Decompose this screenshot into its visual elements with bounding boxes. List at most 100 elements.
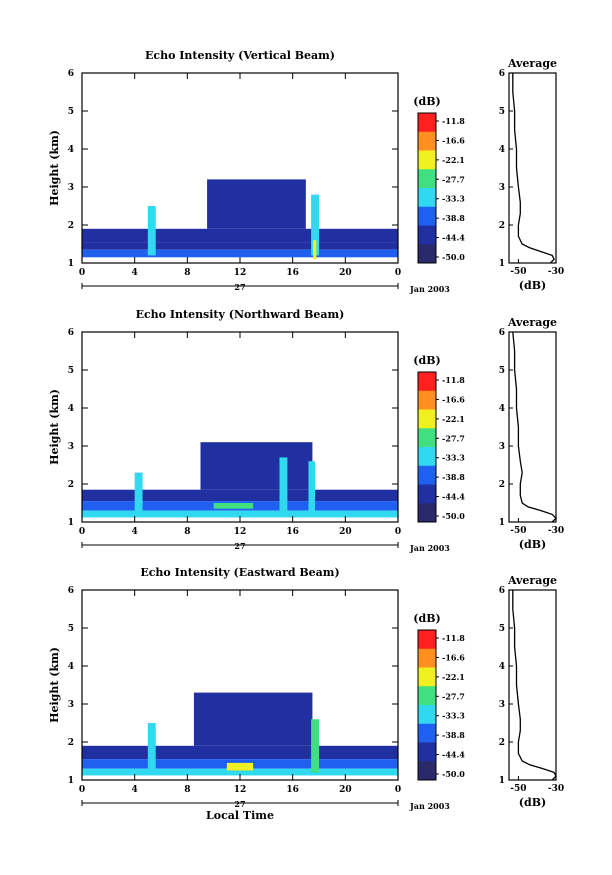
profile-y-tick-label: 4 [499,404,505,414]
x-tick-label: 12 [234,785,247,795]
day-label: 27 [234,541,245,551]
profile-title: Average [507,316,557,329]
x-tick-label: 20 [339,527,352,537]
profile-y-tick-label: 3 [499,183,505,193]
profile-y-tick-label: 2 [499,738,505,748]
profile-y-tick-label: 2 [499,480,505,490]
colorbar-unit: (dB) [413,612,440,625]
y-tick-label: 2 [68,738,74,748]
colorbar-label: -33.3 [442,711,465,721]
colorbar-segment [418,141,436,151]
y-tick-label: 1 [68,259,74,269]
colorbar-segment [418,225,436,236]
x-tick-label: 4 [132,785,138,795]
colorbar-label: -16.6 [442,394,465,404]
colorbar-segment [418,761,436,772]
colorbar-segment [418,206,436,217]
x-tick-label: 4 [132,527,138,537]
y-tick-label: 3 [68,700,74,710]
colorbar-label: -38.8 [442,730,465,740]
heatmap-cell-1 [82,745,398,760]
colorbar-segment [418,178,436,189]
y-tick-label: 4 [68,404,74,414]
y-tick-label: 3 [68,183,74,193]
colorbar-segment [418,409,436,420]
colorbar-segment [418,695,436,706]
month-label: Jan 2003 [409,543,450,553]
colorbar-segment [418,131,436,142]
y-axis-label: Height (km) [48,389,61,465]
colorbar-segment [418,113,436,123]
profile-y-tick-label: 4 [499,662,505,672]
heatmap-cell-7 [311,719,319,773]
colorbar-segment [418,503,436,514]
panel-title: Echo Intensity (Eastward Beam) [140,566,339,579]
y-tick-label: 3 [68,442,74,452]
profile-x-tick-label: -30 [548,784,564,794]
x-tick-label: 0 [79,785,85,795]
colorbar-label: -27.7 [442,433,465,443]
y-tick-label: 6 [68,69,74,79]
heatmap-cell-2 [82,242,398,250]
profile-x-tick-label: -30 [548,526,564,536]
x-tick-label: 12 [234,268,247,278]
colorbar-segment [418,705,436,715]
y-tick-label: 2 [68,221,74,231]
colorbar-segment [418,676,436,687]
x-tick-label: 0 [79,268,85,278]
colorbar-label: -22.1 [442,414,465,424]
profile-y-tick-label: 5 [499,366,505,376]
colorbar-segment [418,667,436,678]
y-tick-label: 5 [68,107,74,117]
profile-x-label: (dB) [519,796,546,809]
colorbar-label: -22.1 [442,672,465,682]
echo-panel-2: Echo Intensity (Northward Beam)123456Hei… [48,308,564,553]
colorbar-segment [418,493,436,504]
x-tick-label: 8 [184,527,190,537]
profile-frame [508,589,557,781]
heatmap-cell-5 [213,503,254,509]
colorbar-unit: (dB) [413,95,440,108]
colorbar-label: -33.3 [442,194,465,204]
x-tick-label: 20 [339,268,352,278]
heatmap-cell-3 [82,249,398,258]
colorbar-segment [418,630,436,640]
profile-line [512,590,557,781]
profile-frame [508,331,557,523]
panel-title: Echo Intensity (Northward Beam) [136,308,345,321]
colorbar-label: -50.0 [442,252,465,262]
colorbar [418,630,436,781]
heatmap-cells [82,692,398,776]
y-tick-label: 1 [68,776,74,786]
x-tick-label: 12 [234,527,247,537]
colorbar-segment [418,159,436,170]
profile-y-tick-label: 4 [499,145,505,155]
colorbar-segment [418,122,436,133]
colorbar-segment [418,197,436,208]
colorbar-frame [417,371,437,523]
colorbar-segment [418,465,436,476]
profile-y-tick-label: 6 [499,328,505,338]
profile-x-label: (dB) [519,279,546,292]
colorbar-unit: (dB) [413,354,440,367]
colorbar-segment [418,428,436,439]
colorbar-segment [418,400,436,410]
heatmap-cell-1 [82,489,398,502]
profile-x-tick-label: -50 [510,784,526,794]
x-tick-label: 16 [286,785,299,795]
colorbar-segment [418,381,436,392]
colorbar-label: -50.0 [442,769,465,779]
heatmap-cell-6 [147,206,156,256]
colorbar-segment [418,658,436,668]
colorbar-label: -44.4 [442,233,465,243]
colorbar-label: -16.6 [442,652,465,662]
colorbar-segment [418,437,436,448]
colorbar-segment [418,169,436,180]
heatmap-cell-7 [279,457,288,515]
heatmap-cell-3 [82,510,398,518]
x-tick-label: 16 [286,527,299,537]
colorbar-segment [418,686,436,697]
profile-y-tick-label: 5 [499,107,505,117]
y-tick-label: 1 [68,518,74,528]
